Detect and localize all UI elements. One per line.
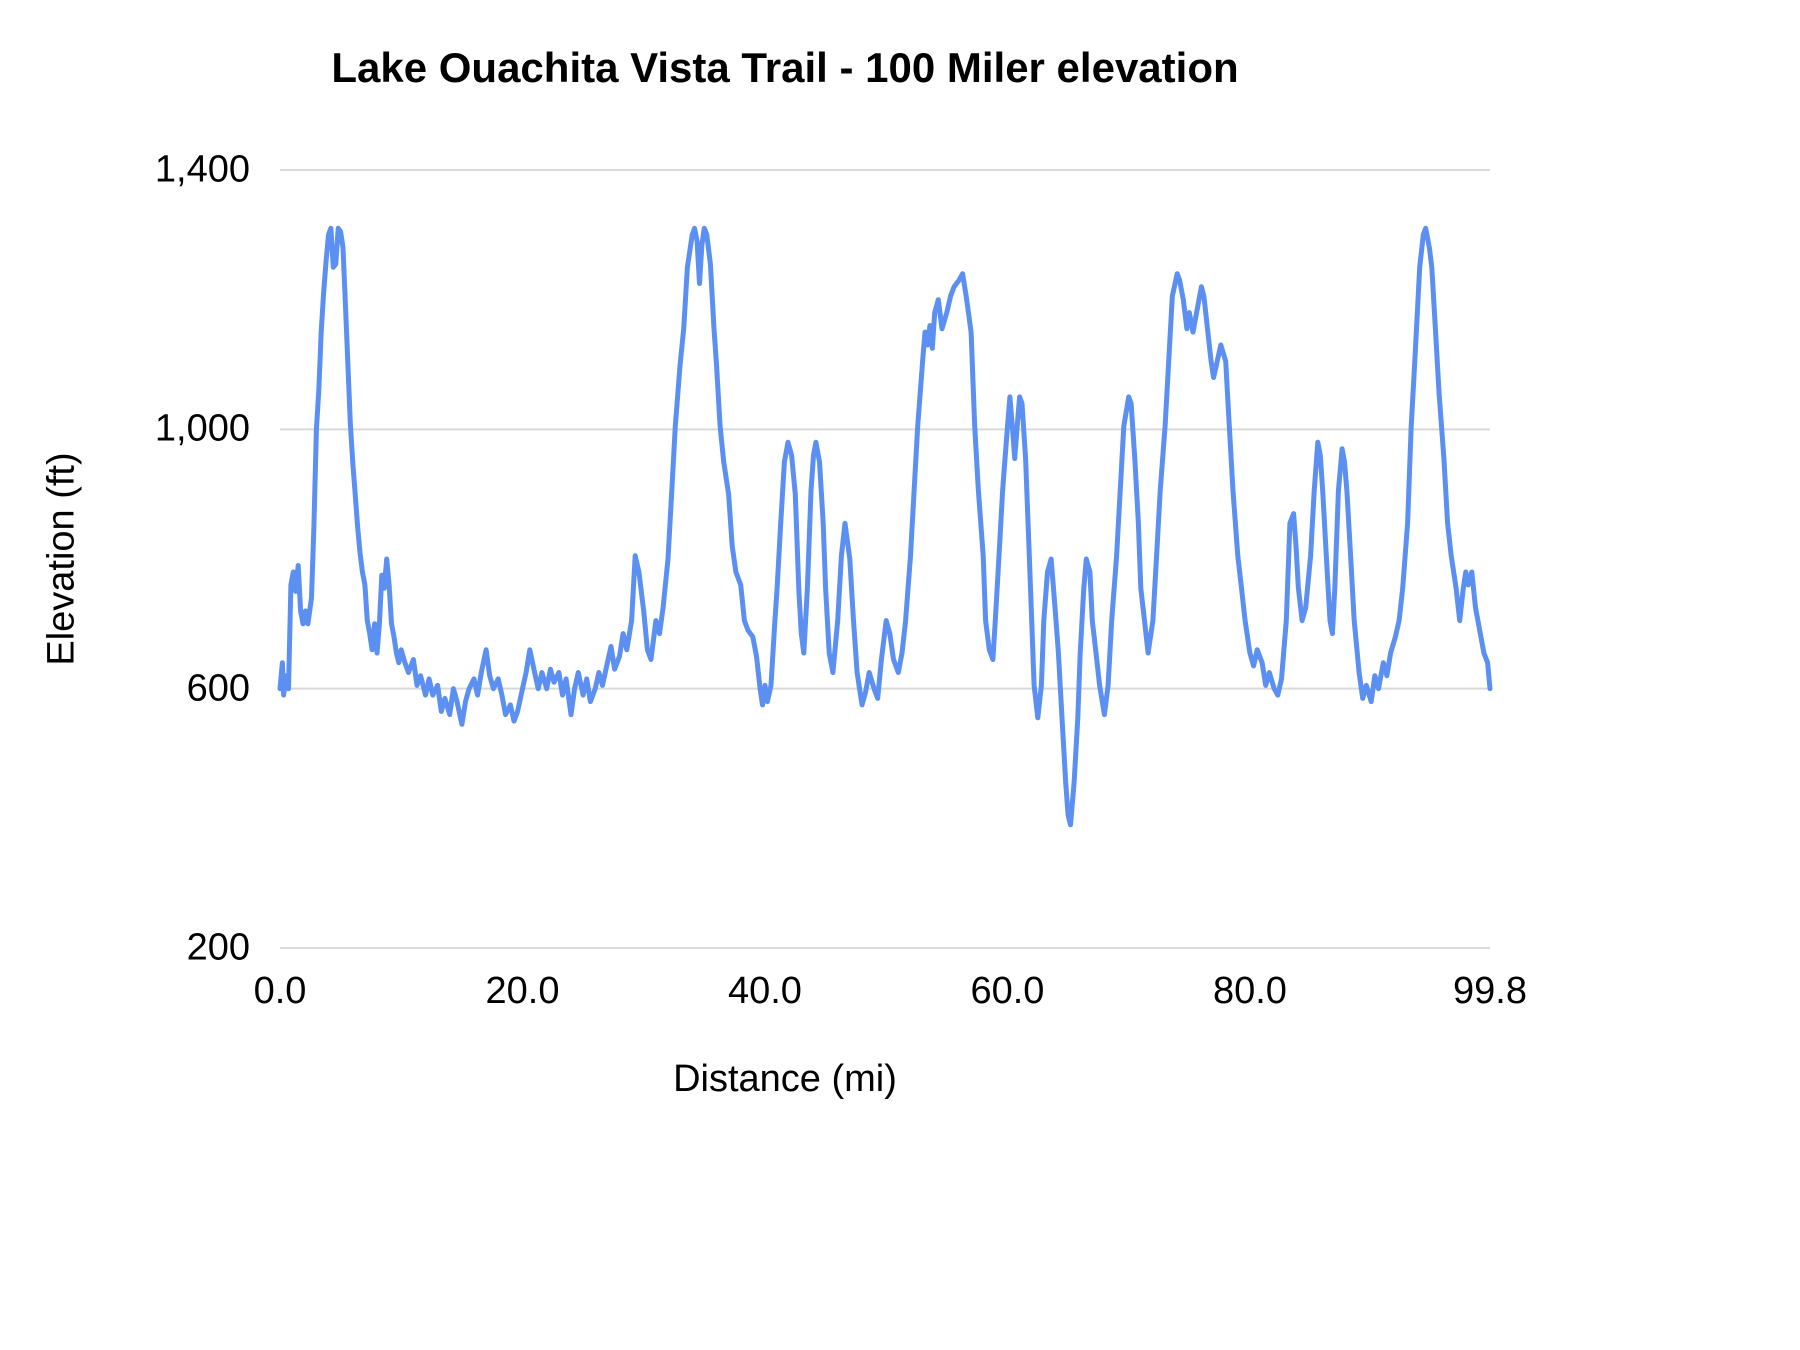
- x-tick-label: 40.0: [727, 970, 802, 1012]
- y-tick-label: 1,000: [154, 407, 250, 450]
- elevation-line: [277, 225, 1493, 828]
- x-tick-label: 20.0: [485, 970, 560, 1012]
- chart-title: Lake Ouachita Vista Trail - 100 Miler el…: [331, 44, 1239, 91]
- x-axis-title: Distance (mi): [673, 1058, 897, 1100]
- x-tick-label: 80.0: [1212, 970, 1287, 1012]
- x-tick-label: 99.8: [1453, 970, 1527, 1012]
- y-tick-label: 1,400: [154, 148, 250, 191]
- y-tick-label: 200: [186, 926, 250, 969]
- y-tick-label: 600: [186, 667, 250, 710]
- y-axis-title: Elevation (ft): [40, 452, 83, 666]
- x-tick-label: 0.0: [253, 970, 307, 1012]
- x-tick-label: 60.0: [970, 970, 1045, 1012]
